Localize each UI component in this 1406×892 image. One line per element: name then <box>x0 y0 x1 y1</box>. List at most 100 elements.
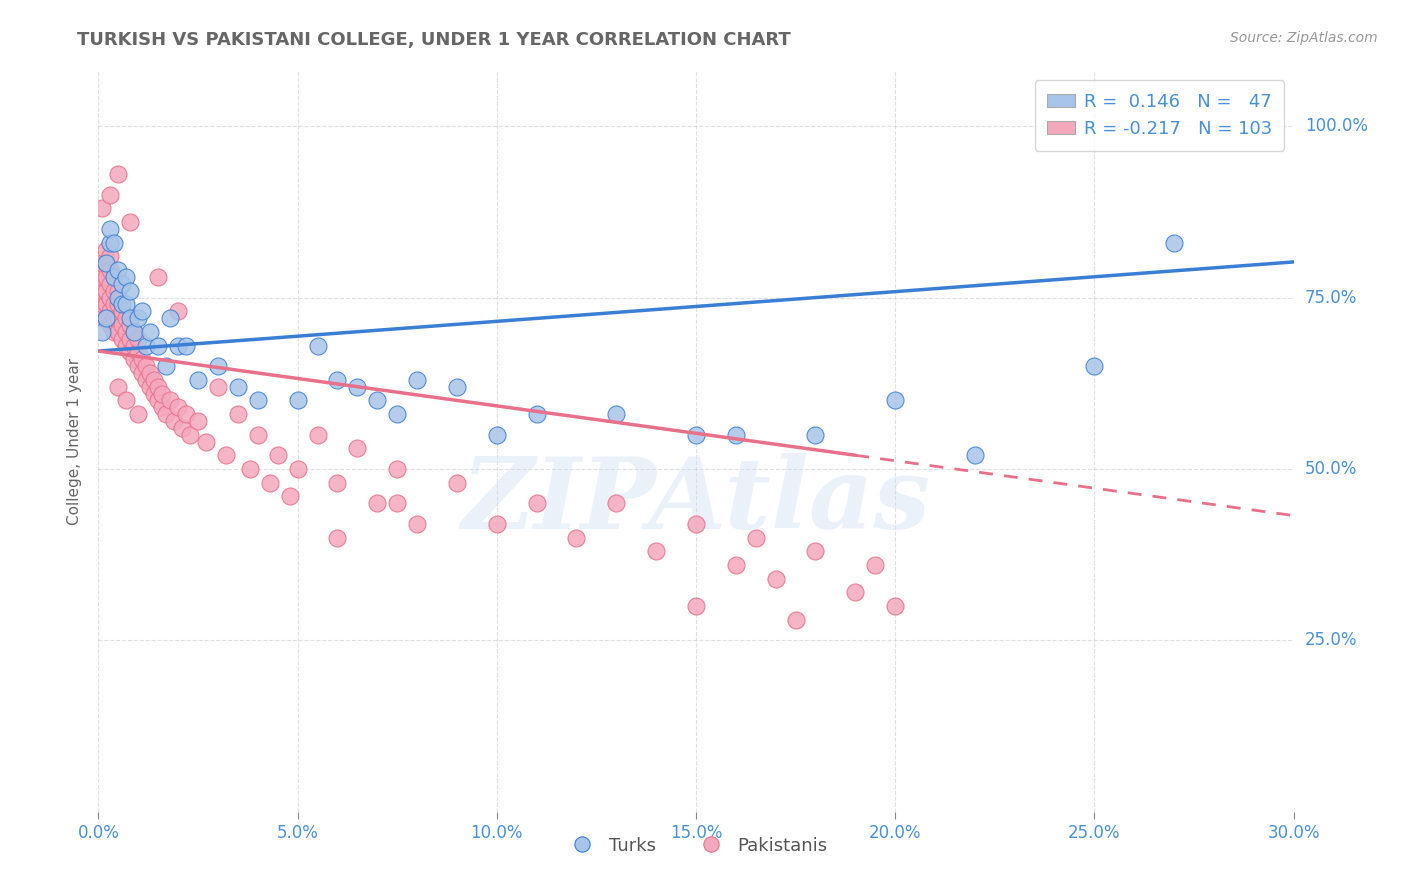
Point <box>150 386 173 401</box>
Point <box>98 277 122 291</box>
Point <box>96 270 118 285</box>
Point <box>155 359 177 373</box>
Point <box>135 359 157 373</box>
Point <box>307 338 329 352</box>
Point <box>127 407 149 421</box>
Point <box>96 243 118 257</box>
Point <box>724 558 747 572</box>
Point <box>103 270 125 285</box>
Point <box>150 401 173 415</box>
Point <box>167 401 190 415</box>
Point <box>124 352 146 367</box>
Y-axis label: College, Under 1 year: College, Under 1 year <box>67 358 83 525</box>
Point <box>139 366 162 380</box>
Point <box>207 359 229 373</box>
Point <box>724 427 747 442</box>
Point <box>239 462 262 476</box>
Point <box>605 407 627 421</box>
Point <box>645 544 668 558</box>
Point <box>111 297 134 311</box>
Point <box>98 318 122 332</box>
Point <box>107 311 129 326</box>
Point <box>143 373 166 387</box>
Point <box>172 421 194 435</box>
Point <box>167 338 190 352</box>
Point <box>96 311 118 326</box>
Point <box>91 297 114 311</box>
Point <box>385 496 409 510</box>
Point <box>526 407 548 421</box>
Point <box>98 291 122 305</box>
Point <box>307 427 329 442</box>
Point <box>98 235 122 250</box>
Point <box>120 345 142 359</box>
Point <box>124 338 146 352</box>
Point <box>346 442 368 456</box>
Point <box>884 393 907 408</box>
Point <box>98 250 122 264</box>
Point <box>226 380 249 394</box>
Point <box>120 332 142 346</box>
Point <box>115 325 138 339</box>
Point <box>115 270 138 285</box>
Point <box>91 284 114 298</box>
Text: TURKISH VS PAKISTANI COLLEGE, UNDER 1 YEAR CORRELATION CHART: TURKISH VS PAKISTANI COLLEGE, UNDER 1 YE… <box>77 31 792 49</box>
Point <box>139 325 162 339</box>
Point <box>115 297 138 311</box>
Point <box>485 427 508 442</box>
Point <box>287 393 309 408</box>
Point <box>804 427 827 442</box>
Point <box>107 325 129 339</box>
Point <box>91 270 114 285</box>
Point <box>366 393 388 408</box>
Legend: Turks, Pakistanis: Turks, Pakistanis <box>557 830 835 862</box>
Point <box>115 338 138 352</box>
Point <box>98 222 122 236</box>
Point <box>526 496 548 510</box>
Point <box>215 448 238 462</box>
Point <box>1083 359 1105 373</box>
Point <box>103 297 125 311</box>
Point <box>148 380 170 394</box>
Point <box>103 311 125 326</box>
Point <box>785 613 807 627</box>
Point <box>246 393 269 408</box>
Point <box>131 366 153 380</box>
Point <box>385 462 409 476</box>
Text: 50.0%: 50.0% <box>1305 460 1357 478</box>
Point <box>326 531 349 545</box>
Point <box>446 380 468 394</box>
Point <box>127 311 149 326</box>
Text: 75.0%: 75.0% <box>1305 289 1357 307</box>
Point <box>96 311 118 326</box>
Point <box>127 332 149 346</box>
Point <box>107 297 129 311</box>
Point <box>765 572 787 586</box>
Point <box>287 462 309 476</box>
Point <box>91 325 114 339</box>
Point <box>155 407 177 421</box>
Point <box>96 284 118 298</box>
Point <box>685 427 707 442</box>
Point <box>98 263 122 277</box>
Point <box>135 338 157 352</box>
Point <box>143 386 166 401</box>
Point <box>685 599 707 613</box>
Point <box>179 427 201 442</box>
Point <box>135 373 157 387</box>
Text: ZIPAtlas: ZIPAtlas <box>461 452 931 549</box>
Point <box>111 332 134 346</box>
Point <box>103 235 125 250</box>
Point <box>131 352 153 367</box>
Point <box>406 516 429 531</box>
Point <box>111 318 134 332</box>
Point <box>98 187 122 202</box>
Point <box>174 338 197 352</box>
Point <box>96 256 118 270</box>
Point <box>111 304 134 318</box>
Point <box>865 558 887 572</box>
Point <box>120 318 142 332</box>
Point <box>884 599 907 613</box>
Point <box>605 496 627 510</box>
Point <box>107 291 129 305</box>
